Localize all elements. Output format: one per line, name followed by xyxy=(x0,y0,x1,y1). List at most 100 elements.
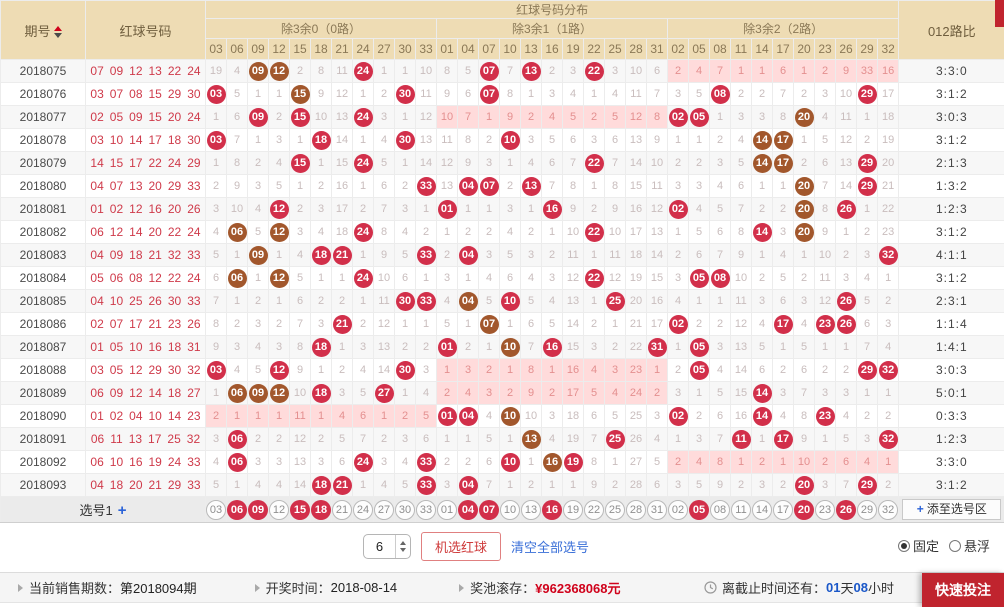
sort-icon[interactable] xyxy=(53,26,62,39)
miss-count-cell: 10 xyxy=(436,105,458,129)
select-ball-13[interactable]: 13 xyxy=(521,499,541,520)
chart-body: 2018075 07 09 12 13 22 24 19 4 09 12 2 8 11 24 1 1 10 8 5 07… xyxy=(0,59,1004,497)
select-ball-23[interactable]: 23 xyxy=(815,499,835,520)
select-ball-09[interactable]: 09 xyxy=(248,499,268,520)
ball-cell: 33 xyxy=(415,450,437,474)
select-ball-20[interactable]: 20 xyxy=(794,499,814,520)
red-ball: 22 xyxy=(584,153,604,173)
miss-count-cell: 16 xyxy=(562,358,584,382)
drawn-number: 14 xyxy=(90,156,104,170)
select-ball-22[interactable]: 22 xyxy=(584,499,604,520)
select-ball-29[interactable]: 29 xyxy=(857,499,877,520)
column-number-header: 21 xyxy=(331,38,353,60)
select-ball-28[interactable]: 28 xyxy=(626,499,646,520)
select-ball-05[interactable]: 05 xyxy=(689,499,709,520)
select-ball-02[interactable]: 02 xyxy=(668,499,688,520)
select-ball-27[interactable]: 27 xyxy=(374,499,394,520)
drawn-number: 20 xyxy=(148,225,162,239)
red-ball: 16 xyxy=(542,337,562,357)
miss-count-cell: 17 xyxy=(646,312,668,336)
select-ball-12[interactable]: 12 xyxy=(269,499,289,520)
chart-header: 期号 红球号码 红球号码分布 012路比 除3余0（0路） 除3余1（1路） 除3余… xyxy=(0,0,1004,60)
drawn-number: 04 xyxy=(90,179,104,193)
ball-cell: 09 xyxy=(247,381,269,405)
select-ball-16[interactable]: 16 xyxy=(542,499,562,520)
miss-count-cell: 1 xyxy=(772,450,794,474)
random-pick-button[interactable]: 机选红球 xyxy=(421,532,502,561)
select-ball-14[interactable]: 14 xyxy=(752,499,772,520)
miss-count-cell: 3 xyxy=(436,266,458,290)
ball-count-input[interactable]: 6 xyxy=(363,534,411,559)
miss-count-cell: 9 xyxy=(520,381,542,405)
drawn-number: 09 xyxy=(109,248,124,262)
miss-count-cell: 2 xyxy=(730,82,752,106)
miss-count-cell: 8 xyxy=(289,335,311,359)
select-ball-18[interactable]: 18 xyxy=(311,499,331,520)
select-ball-15[interactable]: 15 xyxy=(290,499,310,520)
floating-side-tab[interactable] xyxy=(995,0,1004,27)
drawn-number: 05 xyxy=(109,110,124,124)
select-ball-19[interactable]: 19 xyxy=(563,499,583,520)
miss-count-cell: 10 xyxy=(625,59,647,83)
radio-fixed[interactable]: 固定 xyxy=(897,536,939,555)
table-row: 2018089 06 09 12 14 18 27 1 06 09 12 10 18 3 5 27 1 4 2 4 3 2… xyxy=(0,381,1004,405)
miss-count-cell: 6 xyxy=(289,289,311,313)
table-row: 2018090 01 02 04 10 14 23 2 1 1 1 11 1 4 6 1 2 5 01 04 4 10 10… xyxy=(0,404,1004,428)
stepper-arrows-icon[interactable] xyxy=(395,535,410,558)
select-ball-04[interactable]: 04 xyxy=(458,499,478,520)
miss-count-cell: 3 xyxy=(478,243,500,267)
select-ball-03[interactable]: 03 xyxy=(206,499,226,520)
quick-bet-button[interactable]: 快速投注 xyxy=(922,573,1004,607)
select-ball-30[interactable]: 30 xyxy=(395,499,415,520)
miss-count-cell: 5 xyxy=(709,381,731,405)
select-ball-33[interactable]: 33 xyxy=(416,499,436,520)
red-ball: 06 xyxy=(227,429,247,449)
select-ball-17[interactable]: 17 xyxy=(773,499,793,520)
select-ball-31[interactable]: 31 xyxy=(647,499,667,520)
miss-count-cell: 3 xyxy=(541,404,563,428)
miss-count-cell: 12 xyxy=(373,312,395,336)
ball-cell: 14 xyxy=(751,220,773,244)
miss-count-cell: 10 xyxy=(814,243,836,267)
select-ball-24[interactable]: 24 xyxy=(353,499,373,520)
miss-count-cell: 2 xyxy=(520,105,542,129)
brown-repeat-ball: 04 xyxy=(458,291,478,311)
select-ball-11[interactable]: 11 xyxy=(731,499,751,520)
radio-fixed-icon xyxy=(897,539,910,552)
select-ball-25[interactable]: 25 xyxy=(605,499,625,520)
miss-count-cell: 5 xyxy=(604,105,626,129)
select-ball-06[interactable]: 06 xyxy=(227,499,247,520)
miss-count-cell: 2 xyxy=(478,128,500,152)
ball-cell: 25 xyxy=(604,427,626,451)
ball-cell: 29 xyxy=(856,82,878,106)
miss-count-cell: 3 xyxy=(268,128,290,152)
drawn-number: 14 xyxy=(167,409,182,423)
ball-cell: 04 xyxy=(457,243,479,267)
ball-cell: 03 xyxy=(205,82,227,106)
select-ball-26[interactable]: 26 xyxy=(836,499,856,520)
section-title: 除3余0（0路） xyxy=(205,18,437,39)
miss-count-cell: 5 xyxy=(688,473,710,497)
drawn-number: 26 xyxy=(187,317,201,331)
ratio-cell: 1:2:3 xyxy=(898,427,1004,451)
period-cell: 2018084 xyxy=(0,266,86,290)
miss-count-cell: 2 xyxy=(793,266,815,290)
select-ball-32[interactable]: 32 xyxy=(878,499,898,520)
select-ball-08[interactable]: 08 xyxy=(710,499,730,520)
select-ball-21[interactable]: 21 xyxy=(332,499,352,520)
drawn-number: 24 xyxy=(187,271,201,285)
miss-count-cell: 5 xyxy=(226,82,248,106)
ball-count-value: 6 xyxy=(375,539,384,554)
clear-selection-link[interactable]: 清空全部选号 xyxy=(511,540,590,555)
miss-count-cell: 2 xyxy=(709,128,731,152)
add-row-plus-icon[interactable]: + xyxy=(117,502,127,519)
miss-count-cell: 3 xyxy=(310,450,332,474)
column-number-header: 32 xyxy=(876,38,900,60)
select-ball-07[interactable]: 07 xyxy=(479,499,499,520)
select-ball-10[interactable]: 10 xyxy=(500,499,520,520)
add-to-selection-button[interactable]: + 添至选号区 xyxy=(902,499,1002,520)
select-ball-01[interactable]: 01 xyxy=(437,499,457,520)
radio-float[interactable]: 悬浮 xyxy=(948,536,990,555)
drawn-number: 21 xyxy=(148,317,162,331)
miss-count-cell: 6 xyxy=(331,450,353,474)
